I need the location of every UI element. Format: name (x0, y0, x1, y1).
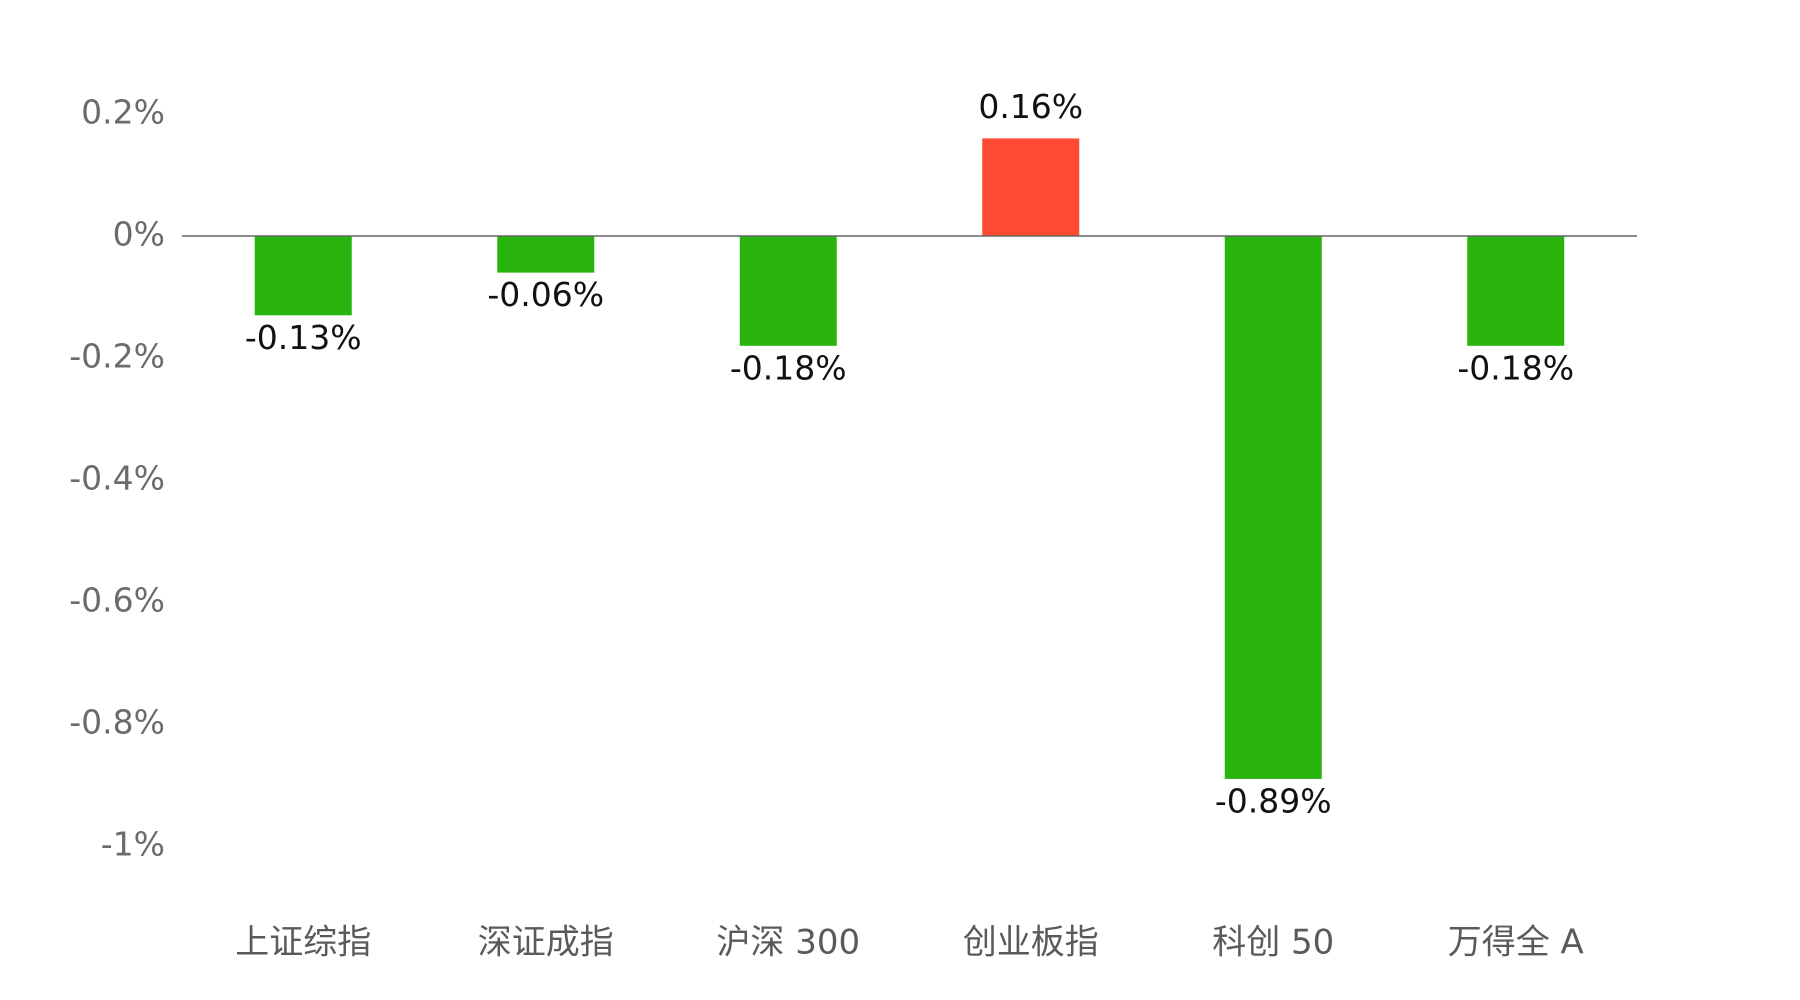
bar (1467, 236, 1565, 346)
value-label: -0.89% (1215, 781, 1332, 820)
y-tick-label: 0% (113, 215, 165, 254)
x-tick-label: 万得全 A (1448, 923, 1584, 963)
y-tick-label: -0.4% (69, 459, 165, 498)
y-tick-label: -0.2% (69, 337, 165, 376)
x-tick-label: 上证综指 (235, 923, 371, 963)
value-label: 0.16% (978, 87, 1083, 126)
y-tick-label: -1% (101, 825, 165, 864)
y-tick-label: -0.8% (69, 703, 165, 742)
x-tick-label: 深证成指 (478, 923, 614, 963)
bar (497, 236, 595, 273)
x-tick-label: 科创 50 (1212, 923, 1334, 963)
y-tick-label: 0.2% (81, 93, 165, 132)
x-tick-label: 创业板指 (963, 923, 1099, 963)
bar (1224, 236, 1322, 779)
value-label: -0.13% (245, 318, 362, 357)
value-label: -0.18% (1457, 348, 1574, 387)
value-label: -0.06% (487, 275, 604, 314)
bar (982, 138, 1080, 236)
bar (254, 236, 352, 316)
y-tick-label: -0.6% (69, 581, 165, 620)
bar (739, 236, 837, 346)
value-label: -0.18% (730, 348, 847, 387)
x-tick-label: 沪深 300 (716, 923, 860, 963)
